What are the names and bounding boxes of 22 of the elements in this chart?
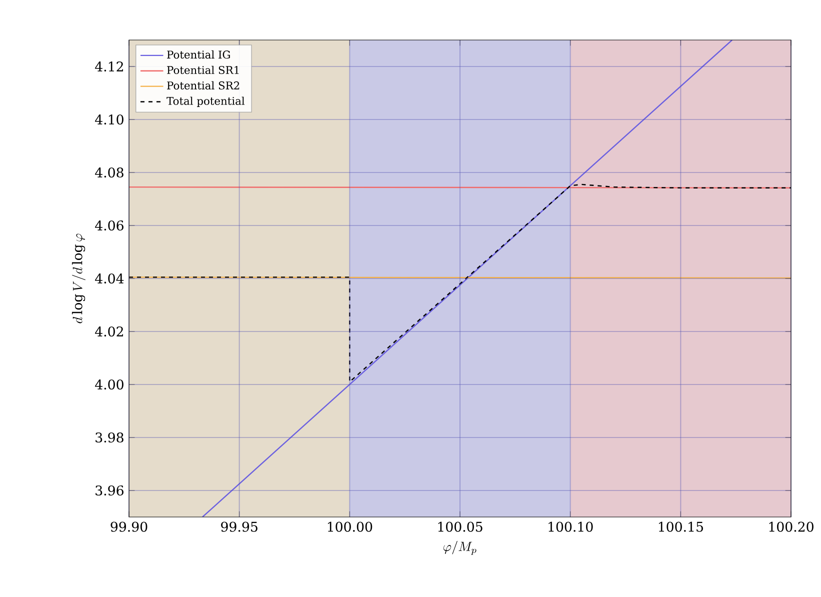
y-tick-label: 4.08 [95,167,124,178]
y-tick-label: 4.04 [95,273,124,284]
x-tick-label: 99.95 [221,522,258,532]
legend-label: Potential SR1 [167,66,239,74]
x-tick-label: 100.05 [438,522,482,532]
y-tick-label: 4.06 [95,220,124,231]
y-tick-label: 4.00 [95,379,124,390]
y-tick-label: 3.98 [96,432,124,443]
legend-label: Potential SR2 [167,81,240,90]
x-tick-label: 99.90 [110,522,148,532]
legend-label: Potential IG [167,50,230,59]
legend-label: Total potential [166,96,245,107]
x-tick-label: 100.10 [548,522,593,532]
y-tick-label: 4.02 [95,326,123,337]
y-axis-title: $d\log V/d\log\varphi$ [72,234,86,324]
y-tick-label: 4.10 [95,114,124,125]
x-axis-title: $\varphi/M_p$ [443,540,476,555]
x-tick-label: 100.15 [658,522,703,532]
y-tick-label: 3.96 [96,485,124,496]
y-tick-label: 4.12 [95,61,123,72]
x-tick-label: 100.20 [769,522,814,532]
x-tick-label: 100.00 [328,522,372,532]
